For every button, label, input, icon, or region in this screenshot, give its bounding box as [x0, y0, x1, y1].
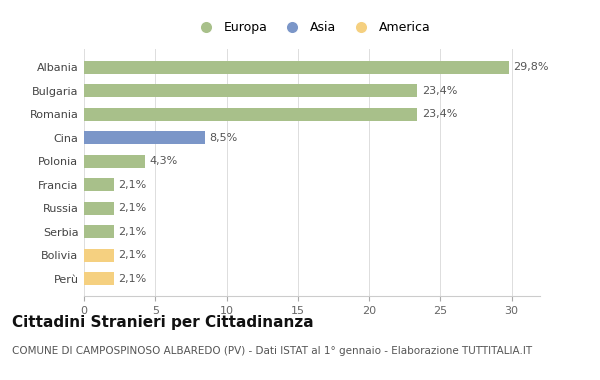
Bar — [84, 202, 114, 215]
Text: COMUNE DI CAMPOSPINOSO ALBAREDO (PV) - Dati ISTAT al 1° gennaio - Elaborazione T: COMUNE DI CAMPOSPINOSO ALBAREDO (PV) - D… — [12, 346, 532, 356]
Bar — [84, 108, 418, 120]
Bar — [84, 225, 114, 238]
Bar — [84, 131, 205, 144]
Text: 23,4%: 23,4% — [422, 109, 457, 119]
Bar — [84, 155, 145, 168]
Text: 4,3%: 4,3% — [149, 156, 178, 166]
Text: 2,1%: 2,1% — [118, 180, 146, 190]
Text: 2,1%: 2,1% — [118, 274, 146, 284]
Text: Cittadini Stranieri per Cittadinanza: Cittadini Stranieri per Cittadinanza — [12, 315, 314, 330]
Text: 2,1%: 2,1% — [118, 250, 146, 260]
Text: 29,8%: 29,8% — [513, 62, 548, 72]
Bar — [84, 178, 114, 191]
Bar — [84, 84, 418, 97]
Bar — [84, 272, 114, 285]
Text: 8,5%: 8,5% — [209, 133, 238, 142]
Bar — [84, 249, 114, 262]
Text: 2,1%: 2,1% — [118, 203, 146, 213]
Text: 2,1%: 2,1% — [118, 227, 146, 237]
Legend: Europa, Asia, America: Europa, Asia, America — [188, 16, 436, 39]
Text: 23,4%: 23,4% — [422, 86, 457, 96]
Bar — [84, 61, 509, 74]
